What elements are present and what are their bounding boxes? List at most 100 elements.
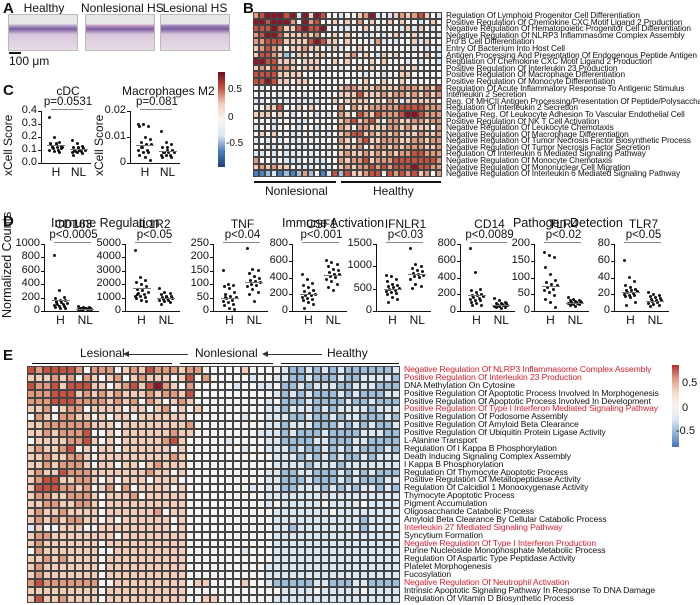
data-point (146, 290, 150, 294)
data-point (468, 297, 472, 301)
group-label-h: H (304, 313, 313, 327)
heatmap-cell (356, 51, 363, 59)
heatmap-cell (376, 476, 385, 485)
heatmap-cell (350, 25, 357, 32)
heatmap-cell (74, 444, 83, 453)
heatmap-cell (368, 110, 375, 118)
heatmap-cell (114, 594, 123, 603)
heatmap-cell (233, 381, 242, 390)
heatmap-cell (82, 523, 91, 532)
heatmap-cell (241, 508, 250, 516)
heatmap-cell (288, 539, 297, 548)
heatmap-cell (42, 492, 51, 501)
heatmap-cell (312, 515, 321, 524)
heatmap-cell (106, 586, 115, 595)
heatmap-cell (58, 539, 67, 548)
row-label: Intrinsic Apoptotic Signaling Pathway In… (404, 584, 656, 595)
heatmap-cell (169, 571, 178, 580)
heatmap-cell (58, 421, 67, 430)
heatmap-cell (265, 515, 274, 524)
data-point (630, 289, 634, 293)
heatmap-cell (277, 38, 284, 45)
data-point (301, 284, 305, 288)
heatmap-cell (374, 143, 381, 151)
y-tick-label: 0 (114, 304, 121, 316)
heatmap-cell (338, 163, 345, 171)
heatmap-cell (146, 413, 154, 422)
heatmap-cell (328, 579, 337, 587)
heatmap-cell (336, 571, 345, 580)
heatmap-cell (277, 12, 284, 19)
heatmap-cell (217, 437, 226, 445)
data-point (62, 296, 66, 300)
heatmap-cell (161, 413, 170, 422)
heatmap-cell (122, 508, 131, 516)
heatmap-cell (185, 571, 194, 580)
heatmap-cell (360, 413, 369, 422)
heatmap-cell (352, 452, 361, 461)
heatmap-cell (90, 437, 99, 445)
y-axis (292, 244, 293, 311)
heatmap-cell (376, 571, 385, 580)
heatmap-cell (393, 163, 400, 171)
heatmap-cell (288, 389, 297, 398)
data-point (409, 278, 413, 282)
heatmap-cell (201, 523, 210, 532)
heatmap-cell (288, 594, 297, 603)
histology-title: Lesional HS (162, 1, 228, 15)
data-point (146, 148, 150, 152)
heatmap-cell (405, 143, 412, 151)
heatmap-cell (338, 84, 345, 92)
heatmap-cell (344, 373, 353, 382)
heatmap-cell (374, 58, 381, 65)
heatmap-cell (393, 18, 400, 26)
data-point (325, 259, 329, 263)
heatmap-cell (241, 484, 250, 493)
heatmap-cell (265, 170, 272, 177)
heatmap-cell (326, 163, 333, 171)
heatmap-cell (411, 124, 418, 131)
heatmap-cell (114, 547, 123, 556)
y-axis (213, 244, 214, 311)
heatmap-cell (362, 64, 369, 72)
data-point (143, 296, 147, 300)
heatmap-cell (257, 531, 266, 540)
heatmap-cell (352, 397, 361, 406)
heatmap-cell (201, 515, 210, 524)
row-label: Negative Regulation Of Tumor Necrosis Fa… (446, 141, 650, 152)
heatmap-cell (368, 12, 375, 19)
heatmap-cell (312, 389, 321, 398)
heatmap-cell (27, 579, 35, 587)
heatmap-cell (122, 484, 131, 493)
heatmap-cell (320, 25, 327, 32)
heatmap-cell (336, 405, 345, 414)
heatmap-cell (336, 508, 345, 516)
heatmap-cell (332, 12, 339, 19)
heatmap-cell (273, 579, 281, 587)
heatmap-cell (50, 366, 59, 374)
heatmap-cell (161, 523, 170, 532)
heatmap-cell (209, 373, 218, 382)
row-label: Positive Regulation Of NK T Cell Activat… (446, 115, 600, 126)
heatmap-cell (122, 468, 131, 477)
heatmap-cell (405, 97, 412, 105)
data-point (168, 301, 172, 305)
heatmap-cell (114, 413, 123, 422)
heatmap-cell (336, 397, 345, 406)
heatmap-cell (352, 389, 361, 398)
heatmap-cell (34, 437, 43, 445)
heatmap-cell (296, 421, 305, 430)
data-point (551, 287, 555, 291)
heatmap-cell (295, 18, 302, 26)
heatmap-cell (320, 137, 327, 144)
heatmap-cell (42, 444, 51, 453)
heatmap-cell (326, 124, 333, 131)
heatmap-cell (271, 51, 278, 59)
heatmap-cell (271, 77, 278, 85)
heatmap-cell (384, 452, 393, 461)
heatmap-cell (233, 594, 242, 603)
heatmap-cell (344, 77, 351, 85)
heatmap-cell (288, 571, 297, 580)
heatmap-cell (392, 508, 401, 516)
heatmap-cell (288, 373, 297, 382)
